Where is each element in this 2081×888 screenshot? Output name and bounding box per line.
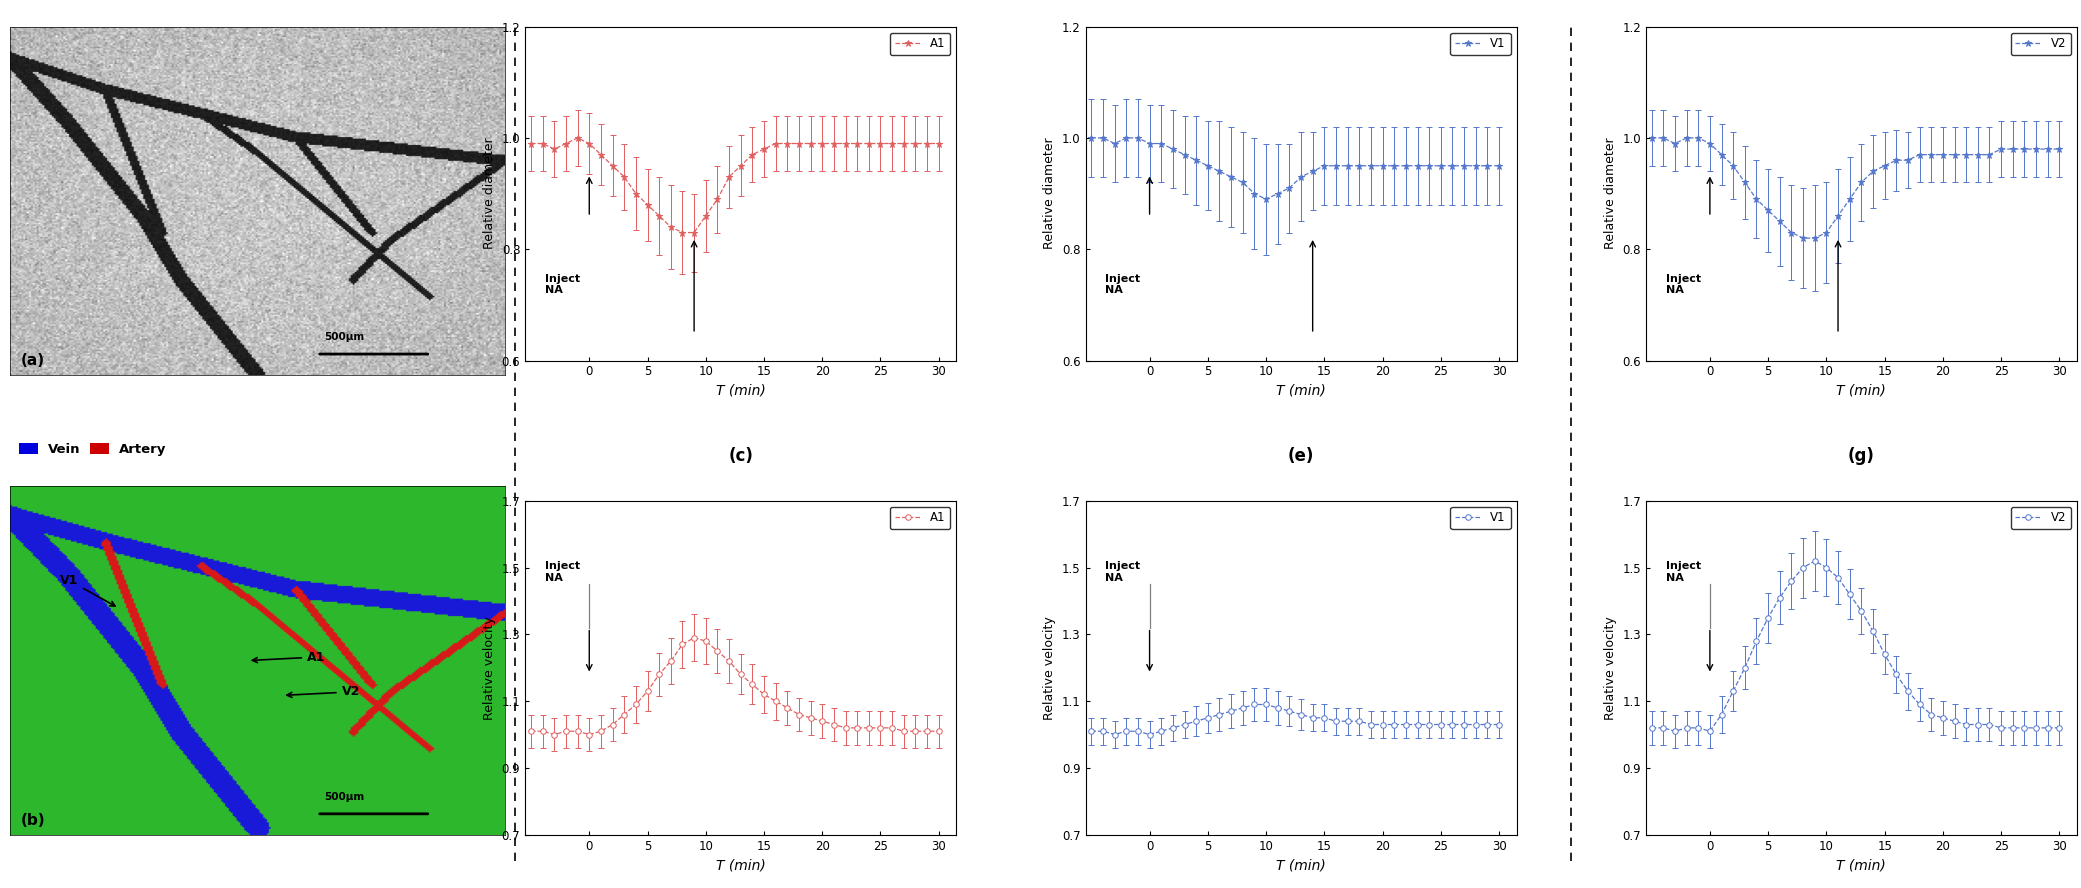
X-axis label: T (min): T (min) (716, 858, 766, 872)
Text: V1: V1 (60, 574, 114, 607)
Legend: V2: V2 (2010, 507, 2071, 529)
Text: Inject
NA: Inject NA (1105, 274, 1140, 296)
Y-axis label: Relative velocity: Relative velocity (1604, 616, 1617, 719)
Y-axis label: Relative velocity: Relative velocity (1043, 616, 1057, 719)
Text: (g): (g) (1848, 448, 1875, 465)
Text: A1: A1 (252, 651, 325, 663)
Text: Inject
NA: Inject NA (1105, 561, 1140, 583)
X-axis label: T (min): T (min) (1835, 384, 1885, 398)
X-axis label: T (min): T (min) (1835, 858, 1885, 872)
Text: (c): (c) (728, 448, 753, 465)
Legend: V1: V1 (1450, 33, 1511, 55)
X-axis label: T (min): T (min) (1276, 858, 1326, 872)
Legend: Vein, Artery: Vein, Artery (17, 440, 169, 458)
Legend: V2: V2 (2010, 33, 2071, 55)
Text: Inject
NA: Inject NA (545, 274, 581, 296)
Y-axis label: Relative velocity: Relative velocity (483, 616, 495, 719)
Text: Inject
NA: Inject NA (1665, 561, 1700, 583)
X-axis label: T (min): T (min) (1276, 384, 1326, 398)
Y-axis label: Relative diameter: Relative diameter (483, 138, 495, 250)
Text: (e): (e) (1288, 448, 1315, 465)
X-axis label: T (min): T (min) (716, 384, 766, 398)
Legend: A1: A1 (891, 33, 951, 55)
Y-axis label: Relative diameter: Relative diameter (1604, 138, 1617, 250)
Text: V2: V2 (287, 686, 360, 698)
Text: 500μm: 500μm (325, 792, 364, 802)
Y-axis label: Relative diameter: Relative diameter (1043, 138, 1057, 250)
Text: Inject
NA: Inject NA (545, 561, 581, 583)
Legend: A1: A1 (891, 507, 951, 529)
Text: 500μm: 500μm (325, 332, 364, 342)
Text: Inject
NA: Inject NA (1665, 274, 1700, 296)
Legend: V1: V1 (1450, 507, 1511, 529)
Text: (a): (a) (21, 353, 44, 368)
Text: (b): (b) (21, 813, 46, 828)
